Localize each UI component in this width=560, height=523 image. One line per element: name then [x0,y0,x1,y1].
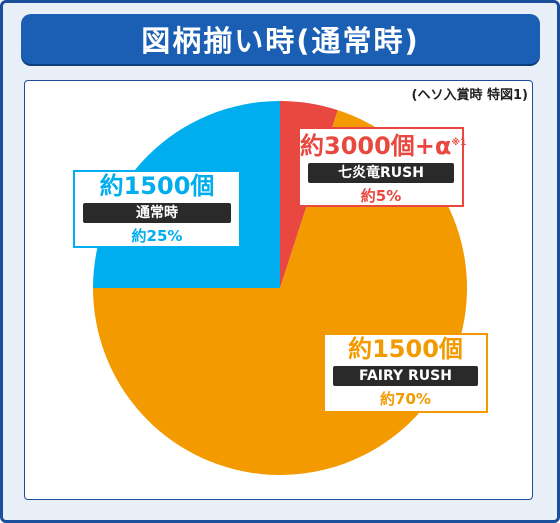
label-fairy-mode: FAIRY RUSH [333,366,478,386]
label-normal-mode: 通常時 [83,203,231,223]
label-fairy-pct: 約70% [380,390,431,408]
label-rush-mark: ※1 [451,138,467,148]
label-rush-amount: 約3000個+α [300,132,452,160]
label-normal-amount: 約1500個 [99,172,215,200]
chart-note: (ヘソ入賞時 特図1) [411,88,528,103]
label-fairy: 約1500個 FAIRY RUSH 約70% [323,333,488,413]
chart-title: 図柄揃い時(通常時) [21,14,540,64]
label-rush-pct: 約5% [360,187,402,205]
label-fairy-amount: 約1500個 [348,335,463,363]
label-rush: 約3000個+α※1 七炎竜RUSH 約5% [298,127,467,207]
label-normal-pct: 約25% [131,227,183,245]
label-normal: 約1500個 通常時 約25% [73,170,241,248]
label-rush-mode: 七炎竜RUSH [308,163,454,183]
